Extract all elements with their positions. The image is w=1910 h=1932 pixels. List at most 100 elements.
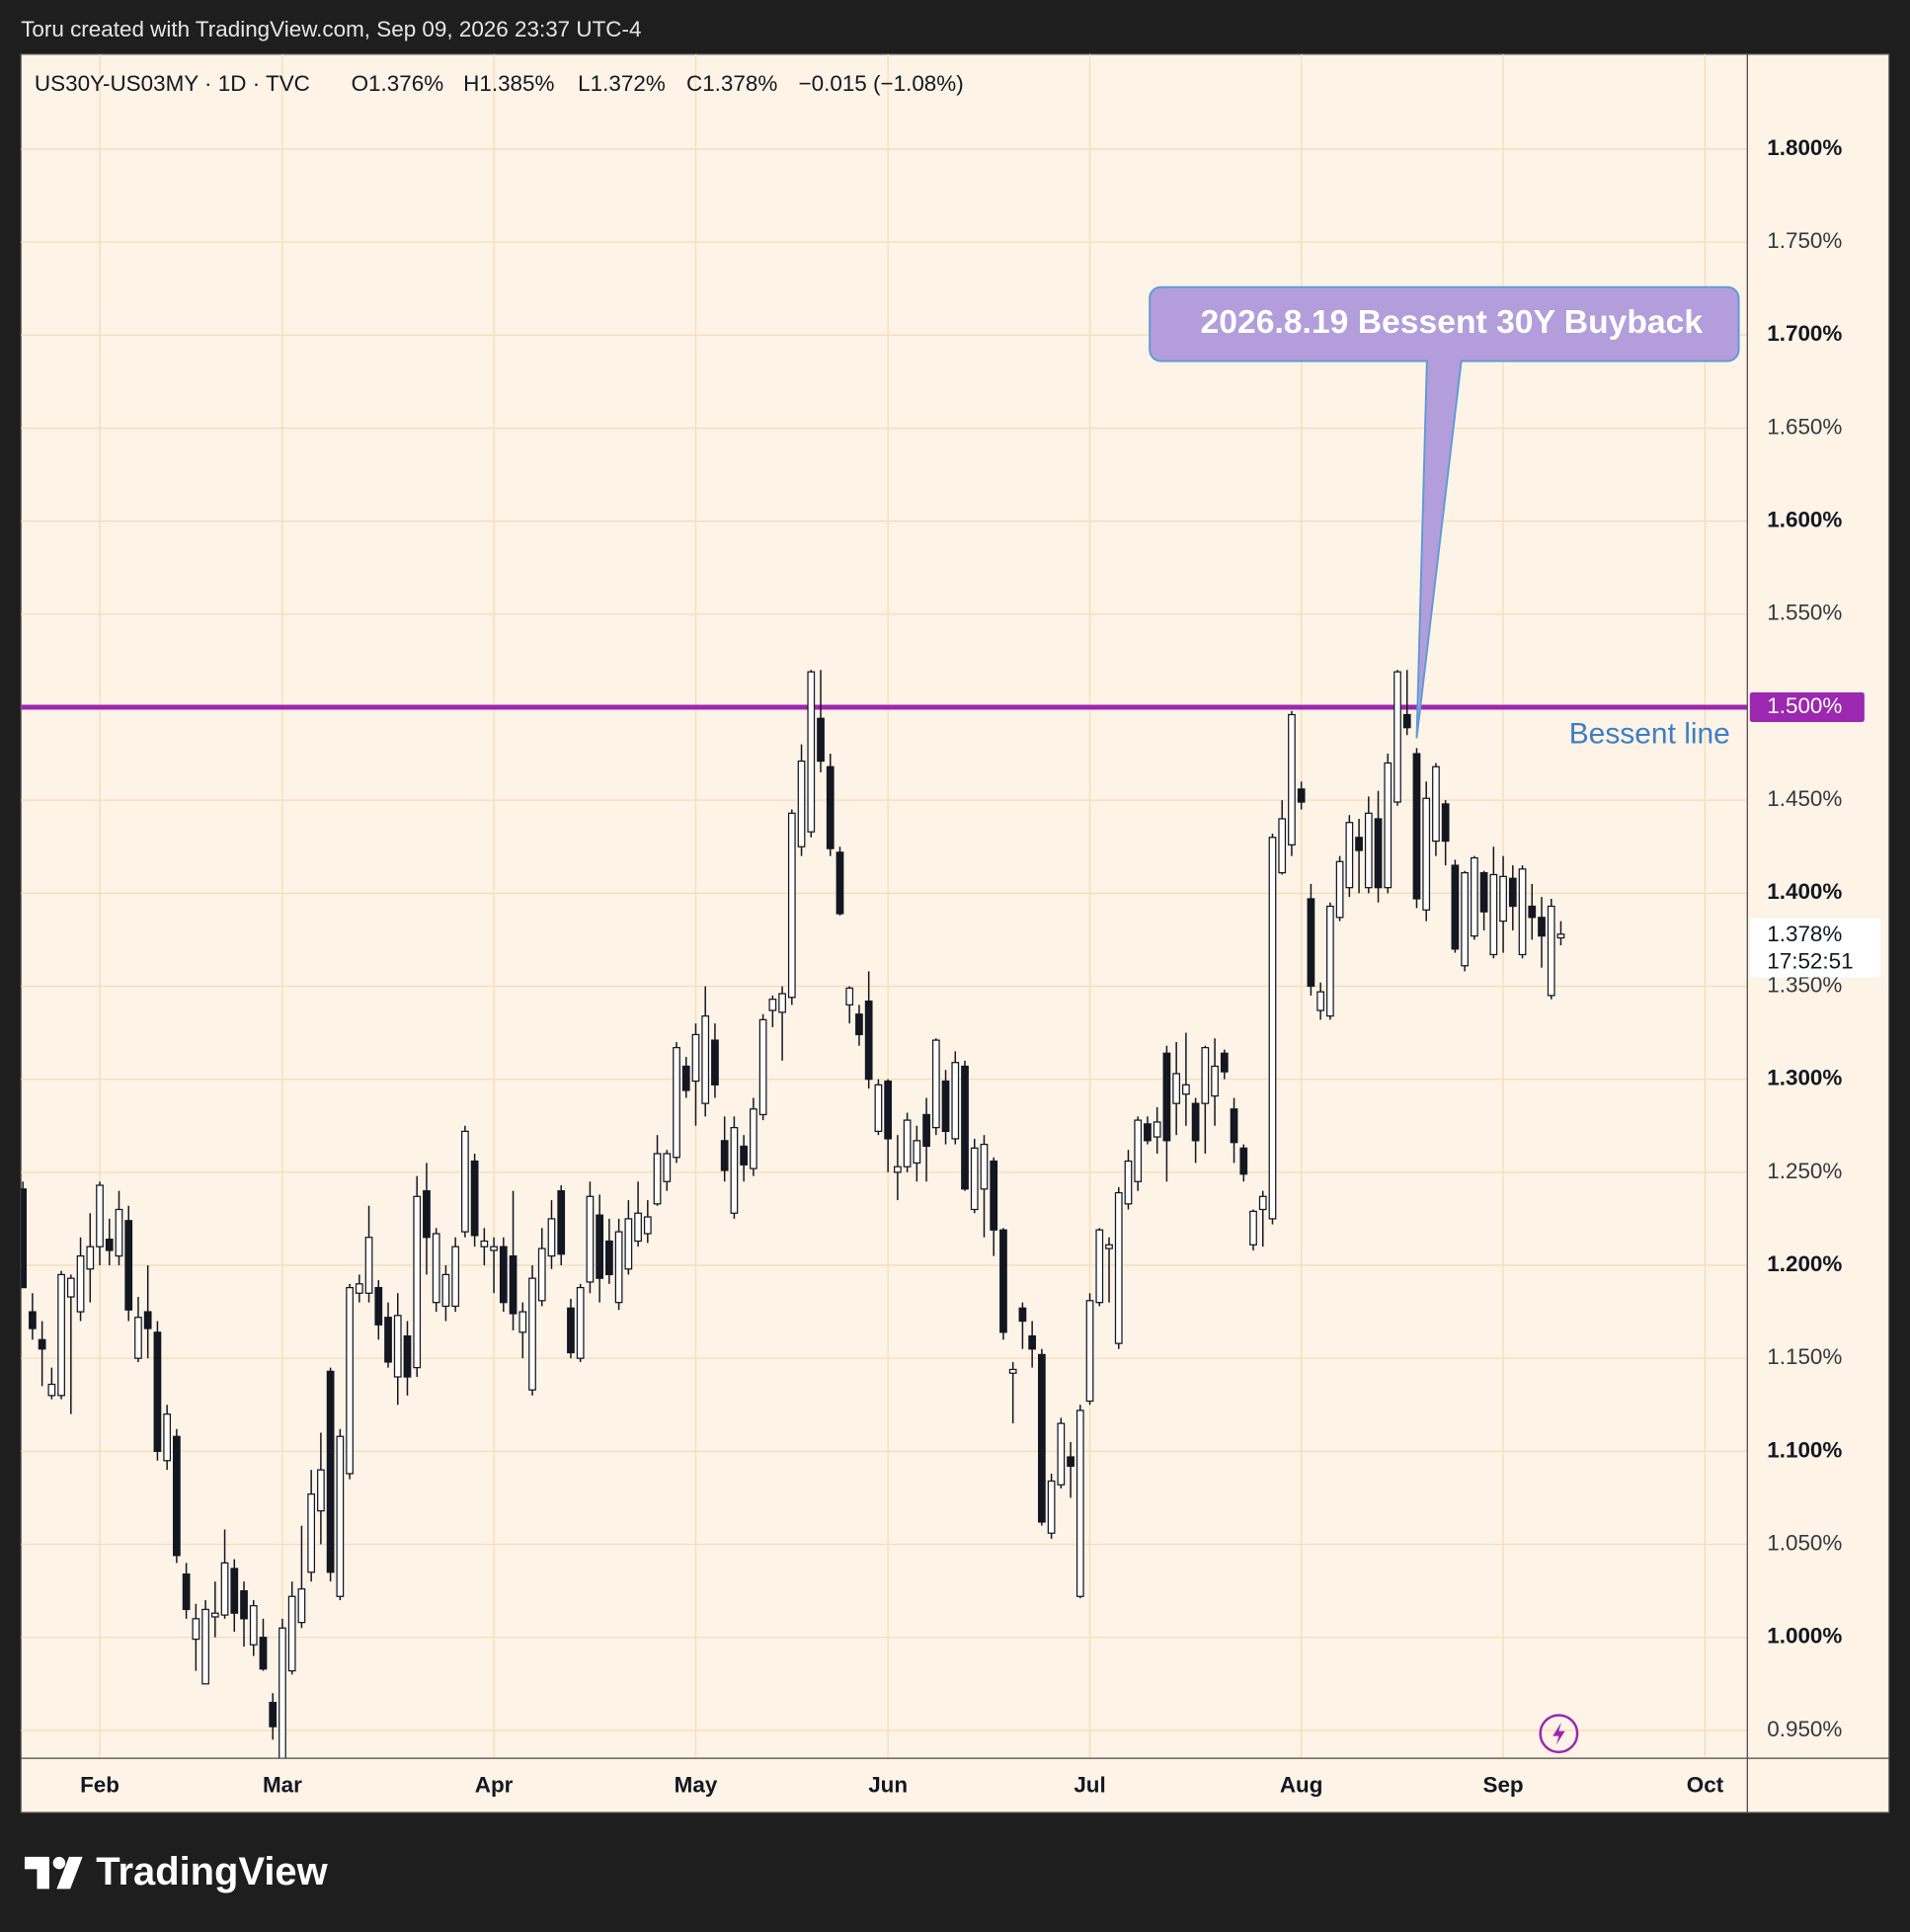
x-tick-label: Feb bbox=[80, 1773, 119, 1798]
candle-body bbox=[1258, 1195, 1267, 1211]
candle-body bbox=[509, 1254, 517, 1315]
candle-body bbox=[326, 1370, 335, 1573]
candle-body bbox=[1556, 933, 1565, 939]
candle-body bbox=[826, 765, 835, 849]
candle-body bbox=[86, 1246, 95, 1270]
grid bbox=[21, 53, 1748, 1759]
legend-value: O1.376% bbox=[352, 71, 444, 96]
candle-body bbox=[240, 1589, 248, 1620]
candle-body bbox=[451, 1246, 460, 1308]
candle-body bbox=[220, 1562, 229, 1616]
candle-body bbox=[884, 1080, 893, 1140]
candle-body bbox=[1268, 837, 1277, 1220]
candle-body bbox=[691, 1033, 700, 1083]
candle-body bbox=[346, 1286, 354, 1475]
candle-body bbox=[230, 1568, 239, 1614]
candle-body bbox=[1489, 873, 1498, 956]
candle-body bbox=[374, 1286, 383, 1326]
last-price-badge bbox=[1749, 918, 1881, 978]
candle-body bbox=[393, 1315, 402, 1378]
candle-body bbox=[1095, 1229, 1104, 1304]
overlay: Bessent line 2026.8.19 Bessent 30Y Buybac… bbox=[1149, 285, 1740, 751]
candle-body bbox=[1508, 877, 1517, 908]
candle-body bbox=[1153, 1121, 1161, 1138]
candle-body bbox=[750, 1108, 757, 1169]
x-tick-label: Sep bbox=[1482, 1773, 1523, 1798]
candle-body bbox=[836, 851, 844, 915]
candle-body bbox=[1038, 1353, 1046, 1523]
candle-body bbox=[894, 1166, 902, 1173]
candle-body bbox=[1288, 713, 1296, 845]
annotation-seam bbox=[1428, 357, 1461, 362]
plot bbox=[21, 670, 1748, 1759]
y-tick-label: 1.750% bbox=[1767, 228, 1842, 253]
candle-body bbox=[720, 1140, 729, 1171]
candle-body bbox=[778, 993, 786, 1013]
candle-body bbox=[1278, 818, 1287, 874]
candle-body bbox=[66, 1277, 75, 1298]
candle-body bbox=[807, 671, 816, 833]
candle-body bbox=[614, 1231, 623, 1304]
legend-value: H1.385% bbox=[463, 71, 554, 96]
y-tick-label: 1.550% bbox=[1767, 601, 1842, 625]
candle-body bbox=[701, 1014, 710, 1104]
candle-body bbox=[931, 1039, 940, 1129]
x-tick-label: Jun bbox=[868, 1773, 908, 1798]
credit: Toru created with TradingView.com, Sep 0… bbox=[21, 17, 641, 41]
candle-body bbox=[96, 1184, 104, 1248]
candle-body bbox=[1528, 905, 1537, 919]
candle-body bbox=[163, 1413, 172, 1462]
candle-body bbox=[1374, 818, 1383, 889]
candle-body bbox=[576, 1286, 585, 1359]
candle-body bbox=[317, 1469, 325, 1512]
candle-body bbox=[1402, 713, 1411, 729]
legend-value: C1.378% bbox=[686, 71, 777, 96]
candle-body bbox=[1441, 803, 1450, 843]
candle-body bbox=[922, 1113, 930, 1148]
candle-body bbox=[855, 1013, 863, 1036]
y-tick-label: 1.600% bbox=[1767, 508, 1842, 532]
candle-body bbox=[537, 1248, 546, 1302]
candle-body bbox=[173, 1435, 181, 1557]
candle-body bbox=[47, 1383, 56, 1397]
y-tick-label: 1.100% bbox=[1767, 1437, 1842, 1462]
candle-body bbox=[1191, 1102, 1200, 1142]
candle-body bbox=[1114, 1191, 1123, 1344]
y-tick-label: 1.150% bbox=[1767, 1344, 1842, 1369]
candle-body bbox=[1134, 1119, 1143, 1182]
candle-body bbox=[567, 1307, 575, 1354]
candle-body bbox=[105, 1239, 114, 1251]
candle-body bbox=[1057, 1422, 1066, 1486]
candle-body bbox=[21, 1188, 28, 1289]
candle-body bbox=[297, 1588, 306, 1624]
hline-axis-badge bbox=[1749, 692, 1865, 722]
candle-body bbox=[663, 1153, 672, 1182]
hline-label: Bessent line bbox=[1569, 718, 1730, 751]
last-price-label: 1.378% bbox=[1767, 922, 1842, 946]
candle-body bbox=[1162, 1052, 1171, 1142]
candle-body bbox=[1297, 788, 1306, 803]
legend-value: −0.015 (−1.08%) bbox=[799, 71, 964, 96]
y-tick-label: 1.400% bbox=[1767, 879, 1842, 904]
candle-body bbox=[1008, 1368, 1017, 1374]
candle-body bbox=[1028, 1334, 1037, 1350]
candle-body bbox=[903, 1119, 912, 1167]
candle-body bbox=[413, 1195, 422, 1369]
candle-body bbox=[643, 1216, 652, 1235]
candle-body bbox=[961, 1065, 969, 1190]
candle-body bbox=[1479, 871, 1488, 913]
x-tick-label: Oct bbox=[1687, 1773, 1724, 1798]
candle-body bbox=[76, 1254, 85, 1313]
y-tick-label: 1.650% bbox=[1767, 414, 1842, 439]
candle-body bbox=[990, 1160, 998, 1231]
candle-body bbox=[557, 1190, 566, 1255]
candle-body bbox=[787, 812, 796, 999]
candle-body bbox=[355, 1283, 363, 1294]
y-tick-label: 1.800% bbox=[1767, 135, 1842, 160]
candle-body bbox=[1047, 1480, 1056, 1534]
candle-body bbox=[1355, 837, 1363, 851]
brand-logo bbox=[24, 1856, 83, 1890]
candle-body bbox=[730, 1127, 739, 1214]
candle-body bbox=[1461, 871, 1470, 967]
